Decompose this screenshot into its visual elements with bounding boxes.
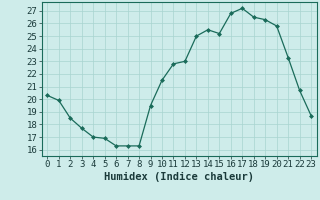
X-axis label: Humidex (Indice chaleur): Humidex (Indice chaleur) [104, 172, 254, 182]
